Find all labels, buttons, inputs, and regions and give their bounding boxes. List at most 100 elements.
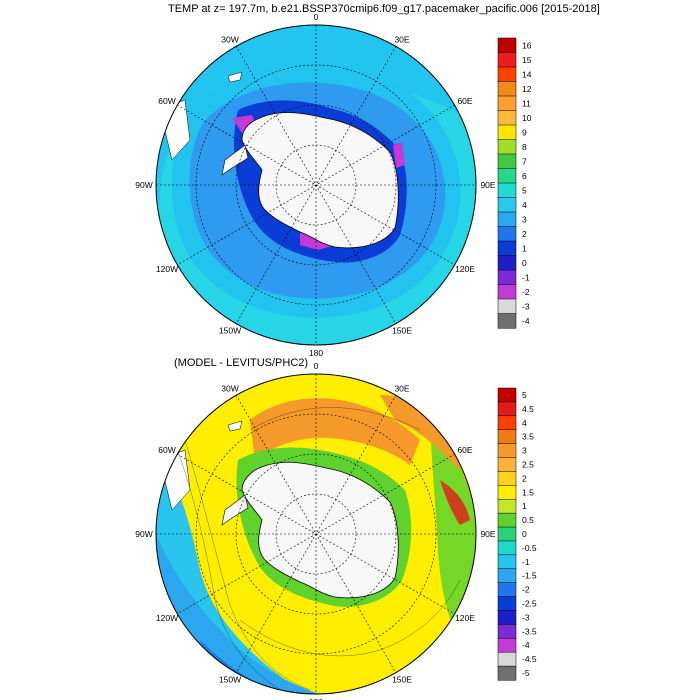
colorbar-label: -1.5 xyxy=(522,571,537,581)
colorbar-swatch xyxy=(497,182,517,199)
colorbar-swatch xyxy=(497,568,517,584)
colorbar-label: 4 xyxy=(522,200,527,210)
longitude-label: 150E xyxy=(392,326,412,336)
bottom-graticule xyxy=(156,374,476,694)
colorbar-swatch xyxy=(497,387,517,403)
colorbar-label: 14 xyxy=(522,69,532,79)
colorbar-label: 3 xyxy=(522,446,527,456)
colorbar-swatch xyxy=(497,197,517,213)
colorbar-swatch xyxy=(497,651,517,667)
colorbar-label: 4 xyxy=(522,418,527,428)
colorbar-swatch xyxy=(497,52,517,68)
colorbar-label: 2.5 xyxy=(522,460,534,470)
colorbar-label: 11 xyxy=(522,98,531,108)
longitude-label: 60E xyxy=(457,96,472,106)
colorbar-label: -0.5 xyxy=(522,543,537,553)
longitude-label: 30W xyxy=(221,35,238,45)
longitude-label: 0 xyxy=(314,361,319,371)
colorbar-label: 8 xyxy=(522,142,527,152)
colorbar-swatch xyxy=(497,624,517,639)
colorbar-label: 3.5 xyxy=(522,432,534,442)
longitude-label: 120E xyxy=(455,264,475,274)
colorbar-swatch xyxy=(497,124,517,141)
colorbar-swatch xyxy=(497,168,517,184)
colorbar-label: 0 xyxy=(522,258,527,268)
colorbar-label: -4 xyxy=(522,640,530,650)
colorbar-label: 12 xyxy=(522,84,532,94)
colorbar-swatch xyxy=(497,415,517,431)
longitude-label: 120E xyxy=(455,613,475,623)
colorbar-label: 0 xyxy=(522,529,527,539)
colorbar-swatch xyxy=(497,81,517,97)
top-map-border xyxy=(155,24,477,346)
longitude-label: 30E xyxy=(394,35,409,45)
longitude-label: 30E xyxy=(394,384,409,394)
longitude-label: 60E xyxy=(457,445,472,455)
colorbar-label: 15 xyxy=(522,55,532,65)
longitude-label: 120W xyxy=(156,613,178,623)
colorbar-label: 0.5 xyxy=(522,515,534,525)
colorbar-swatch xyxy=(497,665,517,681)
colorbar-swatch xyxy=(497,554,517,570)
colorbar-bottom: 5 4.5 4 3.5 3 2.5 2 1.5 1 0.5 0 -0.5 -1 -1.5 -2 -2.5 -3 -… xyxy=(497,387,537,681)
longitude-label: 120W xyxy=(156,264,178,274)
colorbar-swatch xyxy=(497,471,517,486)
colorbar-label: -3 xyxy=(522,301,530,311)
longitude-label: 180 xyxy=(309,697,323,700)
colorbar-label: 5 xyxy=(522,185,527,195)
plot-title-top: TEMP at z= 197.7m, b.e21.BSSP370cmip6.f0… xyxy=(168,3,600,15)
colorbar-label: -2.5 xyxy=(522,599,537,609)
colorbar-label: -3.5 xyxy=(522,626,537,636)
longitude-label: 60W xyxy=(158,445,175,455)
colorbar-label: -3 xyxy=(522,612,530,622)
colorbar-label: 9 xyxy=(522,127,527,137)
colorbar-label: -4 xyxy=(522,316,530,326)
bottom-antarctica xyxy=(241,461,399,599)
colorbar-swatch xyxy=(497,582,517,598)
top-longitude-labels: 0 30E 60E 90E 120E 150E 180 150W 120W 90W 60W 30W xyxy=(135,12,496,358)
colorbar-label: -2 xyxy=(522,585,530,595)
colorbar-label: 1.5 xyxy=(522,487,534,497)
longitude-label: 30W xyxy=(221,384,238,394)
colorbar-label: 2 xyxy=(522,229,527,239)
colorbar-label: 6 xyxy=(522,171,527,181)
colorbar-label: 4.5 xyxy=(522,404,534,414)
colorbar-swatch xyxy=(497,95,517,112)
colorbar-swatch xyxy=(497,596,517,612)
colorbar-label: 16 xyxy=(522,40,532,50)
colorbar-label: -1 xyxy=(522,272,530,282)
colorbar-swatch xyxy=(497,139,517,155)
colorbar-label: -1 xyxy=(522,557,530,567)
longitude-label: 0 xyxy=(314,12,319,22)
colorbar-label: 2 xyxy=(522,473,527,483)
colorbar-swatch xyxy=(497,37,517,54)
colorbar-swatch xyxy=(497,485,517,500)
top-antarctica xyxy=(241,112,399,249)
longitude-label: 150W xyxy=(219,326,241,336)
colorbar-swatch xyxy=(497,401,517,417)
plot-title-bottom: (MODEL - LEVITUS/PHC2) xyxy=(174,357,309,369)
longitude-label: 150W xyxy=(219,675,241,685)
longitude-label: 90E xyxy=(480,180,495,190)
colorbar-swatch xyxy=(497,153,517,170)
colorbar-swatch xyxy=(497,226,517,242)
colorbar-swatch xyxy=(497,610,517,625)
colorbar-swatch xyxy=(497,457,517,472)
colorbar-swatch xyxy=(497,443,517,459)
colorbar-swatch xyxy=(497,526,517,542)
colorbar-label: 7 xyxy=(522,156,527,166)
colorbar-swatch xyxy=(497,498,517,514)
colorbar-swatch xyxy=(497,298,517,315)
colorbar-swatch xyxy=(497,240,517,257)
colorbar-swatch xyxy=(497,638,517,653)
colorbar-label: -2 xyxy=(522,287,530,297)
colorbar-swatch xyxy=(497,429,517,445)
longitude-label: 90W xyxy=(135,529,152,539)
longitude-label: 90W xyxy=(135,180,152,190)
colorbar-swatch xyxy=(497,512,517,528)
bottom-map-border xyxy=(155,373,477,695)
colorbar-label: 1 xyxy=(522,243,527,253)
longitude-label: 60W xyxy=(158,96,175,106)
colorbar-swatch xyxy=(497,255,517,271)
